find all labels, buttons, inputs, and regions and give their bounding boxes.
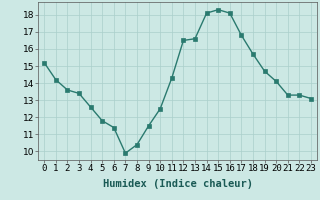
- X-axis label: Humidex (Indice chaleur): Humidex (Indice chaleur): [103, 179, 252, 189]
